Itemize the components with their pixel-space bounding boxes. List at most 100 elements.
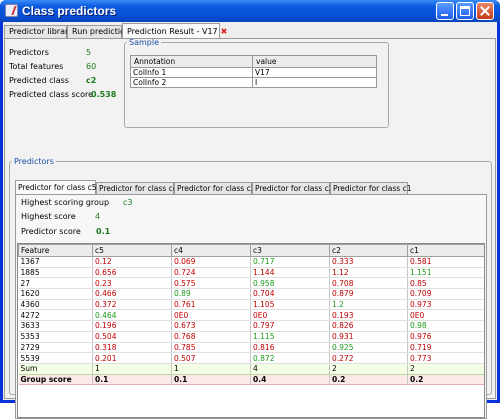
title-bar[interactable]: Class predictors [0, 0, 500, 22]
tab-label: Predictor for class c3 [177, 184, 256, 193]
score-cell: 0.318 [92, 342, 172, 354]
table-row[interactable]: 4272 0.464 0E0 0E0 0.193 0E0 [18, 309, 484, 322]
total-cell: 0.1 [92, 374, 172, 386]
tab-predictor-c3[interactable]: Predictor for class c3 [174, 182, 256, 195]
score-cell: 0.785 [171, 342, 251, 354]
summary-value: 5 [86, 48, 92, 57]
score-cell: 0.816 [250, 342, 330, 354]
summary-label: Predicted class score [9, 90, 93, 99]
score-cell: 1.115 [250, 331, 330, 343]
score-cell: 0.761 [171, 299, 251, 311]
info-value: c3 [123, 198, 133, 207]
column-header[interactable]: Annotation [130, 55, 253, 68]
total-cell: 4 [250, 363, 330, 375]
feature-cell: 1367 [18, 256, 93, 268]
table-cell: V17 [252, 67, 377, 78]
score-cell: 0.717 [250, 256, 330, 268]
column-header[interactable]: value [252, 55, 377, 68]
summary-value: 60 [86, 62, 97, 71]
group-score-row[interactable]: Group score 0.1 0.1 0.4 0.2 0.2 [18, 374, 484, 386]
tab-label: Predictor for class c5 [18, 183, 97, 192]
tab-label: Prediction Result - V17 [127, 27, 218, 36]
sample-annotation-table[interactable]: Annotation value ColInfo 1 V17 ColInfo 2… [130, 55, 377, 88]
info-value: 0.1 [96, 227, 111, 236]
score-cell: 0.724 [171, 267, 251, 279]
score-cell: 1.105 [250, 299, 330, 311]
predictors-title: Predictors [14, 157, 54, 166]
table-row[interactable]: ColInfo 2 I [130, 77, 377, 88]
score-cell: 0.372 [92, 299, 172, 311]
table-row[interactable]: 1620 0.466 0.89 0.704 0.879 0.709 [18, 288, 484, 300]
table-row[interactable]: 27 0.23 0.575 0.958 0.708 0.85 [18, 277, 484, 290]
score-cell: 0E0 [250, 309, 330, 322]
score-cell: 0.931 [329, 331, 408, 343]
total-cell: 0.2 [407, 374, 484, 386]
close-icon[interactable] [476, 2, 494, 20]
score-cell: 0.504 [92, 331, 172, 343]
table-row[interactable]: ColInfo 1 V17 [130, 67, 377, 78]
total-cell: 0.1 [171, 374, 251, 386]
score-cell: 0.673 [171, 320, 251, 332]
summary-label: Predicted class [9, 76, 69, 85]
score-cell: 1.2 [329, 299, 408, 311]
tab-predictor-c2[interactable]: Predictor for class c2 [252, 182, 333, 195]
table-cell: ColInfo 2 [130, 77, 253, 88]
app-icon [5, 4, 18, 17]
feature-cell: 4272 [18, 309, 93, 322]
tab-label: Predictor for class c1 [333, 184, 412, 193]
score-cell: 0.797 [250, 320, 330, 332]
tab-predictor-c1[interactable]: Predictor for class c1 [330, 182, 412, 195]
column-header[interactable]: c4 [171, 244, 251, 257]
score-cell: 0.708 [329, 277, 408, 290]
tab-run-prediction[interactable]: Run prediction [67, 25, 130, 39]
feature-cell: 2729 [18, 342, 93, 354]
score-cell: 0.98 [407, 320, 484, 332]
tab-predictor-c4[interactable]: Predictor for class c4 [96, 182, 177, 195]
column-header[interactable]: Feature [18, 244, 93, 257]
tab-label: Run prediction [72, 27, 131, 36]
row-label: Group score [18, 374, 93, 386]
tab-predictor-c5[interactable]: Predictor for class c5 [15, 180, 96, 195]
sum-row[interactable]: Sum 1 1 4 2 2 [18, 363, 484, 375]
column-header[interactable]: c3 [250, 244, 330, 257]
feature-cell: 3633 [18, 320, 93, 332]
score-cell: 0.973 [407, 299, 484, 311]
table-row[interactable]: 2729 0.318 0.785 0.816 0.925 0.719 [18, 342, 484, 354]
total-cell: 2 [407, 363, 484, 375]
summary-value: c2 [86, 76, 97, 85]
sample-group: Sample Annotation value ColInfo 1 V17 Co… [124, 38, 389, 128]
table-row[interactable]: 1885 0.656 0.724 1.144 1.12 1.151 [18, 267, 484, 279]
predictor-panel: Highest scoring group c3 Highest score 4… [15, 194, 487, 419]
score-cell: 0.709 [407, 288, 484, 300]
score-cell: 0.925 [329, 342, 408, 354]
table-cell: ColInfo 1 [130, 67, 253, 78]
tab-close-icon[interactable]: ✖ [220, 27, 228, 36]
table-row[interactable]: 5539 0.201 0.507 0.872 0.272 0.773 [18, 352, 484, 364]
score-cell: 0.575 [171, 277, 251, 290]
row-label: Sum [18, 363, 93, 375]
column-header[interactable]: c2 [329, 244, 408, 257]
table-row[interactable]: 5353 0.504 0.768 1.115 0.931 0.976 [18, 331, 484, 343]
column-header[interactable]: c1 [407, 244, 484, 257]
score-cell: 0E0 [171, 309, 251, 322]
score-cell: 0.879 [329, 288, 408, 300]
tab-predictor-library[interactable]: Predictor library [4, 25, 73, 39]
score-cell: 0.656 [92, 267, 172, 279]
feature-cell: 5539 [18, 352, 93, 364]
score-cell: 0.466 [92, 288, 172, 300]
table-row[interactable]: 1367 0.12 0.069 0.717 0.333 0.581 [18, 256, 484, 268]
tab-prediction-result[interactable]: Prediction Result - V17 ✖ [122, 23, 227, 39]
score-cell: 0.826 [329, 320, 408, 332]
score-cell: 0.704 [250, 288, 330, 300]
total-cell: 1 [171, 363, 251, 375]
score-cell: 1.12 [329, 267, 408, 279]
feature-cell: 4360 [18, 299, 93, 311]
minimize-icon[interactable] [436, 2, 454, 20]
total-cell: 2 [329, 363, 408, 375]
column-header[interactable]: c5 [92, 244, 172, 257]
maximize-icon[interactable] [456, 2, 474, 20]
score-cell: 0.581 [407, 256, 484, 268]
table-row[interactable]: 3633 0.196 0.673 0.797 0.826 0.98 [18, 320, 484, 332]
table-row[interactable]: 4360 0.372 0.761 1.105 1.2 0.973 [18, 299, 484, 311]
feature-score-table[interactable]: Feature c5 c4 c3 c2 c1 1367 0.12 0.069 0.71… [17, 243, 485, 418]
